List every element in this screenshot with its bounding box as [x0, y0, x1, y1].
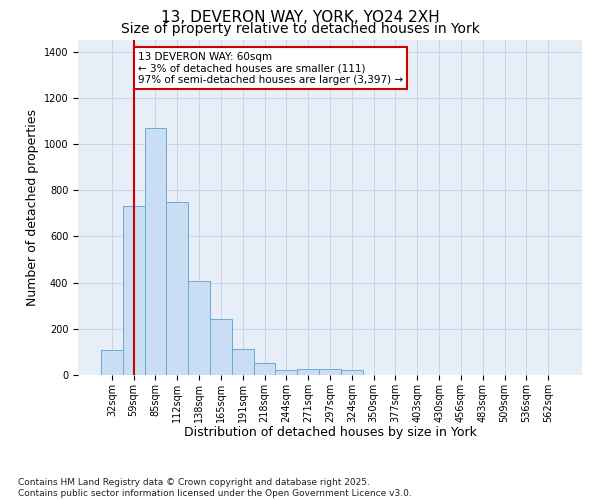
- Bar: [297, 368, 319, 375]
- Bar: [254, 364, 275, 375]
- Bar: [210, 319, 232, 375]
- Text: 13, DEVERON WAY, YORK, YO24 2XH: 13, DEVERON WAY, YORK, YO24 2XH: [161, 10, 439, 25]
- Text: 13 DEVERON WAY: 60sqm
← 3% of detached houses are smaller (111)
97% of semi-deta: 13 DEVERON WAY: 60sqm ← 3% of detached h…: [138, 52, 403, 85]
- Bar: [319, 369, 341, 375]
- Bar: [341, 370, 363, 375]
- Y-axis label: Number of detached properties: Number of detached properties: [26, 109, 40, 306]
- Bar: [101, 350, 123, 375]
- Bar: [145, 128, 166, 375]
- Bar: [232, 349, 254, 375]
- Bar: [166, 202, 188, 375]
- X-axis label: Distribution of detached houses by size in York: Distribution of detached houses by size …: [184, 426, 476, 439]
- Bar: [188, 282, 210, 375]
- Bar: [275, 370, 297, 375]
- Text: Contains HM Land Registry data © Crown copyright and database right 2025.
Contai: Contains HM Land Registry data © Crown c…: [18, 478, 412, 498]
- Bar: [123, 206, 145, 375]
- Text: Size of property relative to detached houses in York: Size of property relative to detached ho…: [121, 22, 479, 36]
